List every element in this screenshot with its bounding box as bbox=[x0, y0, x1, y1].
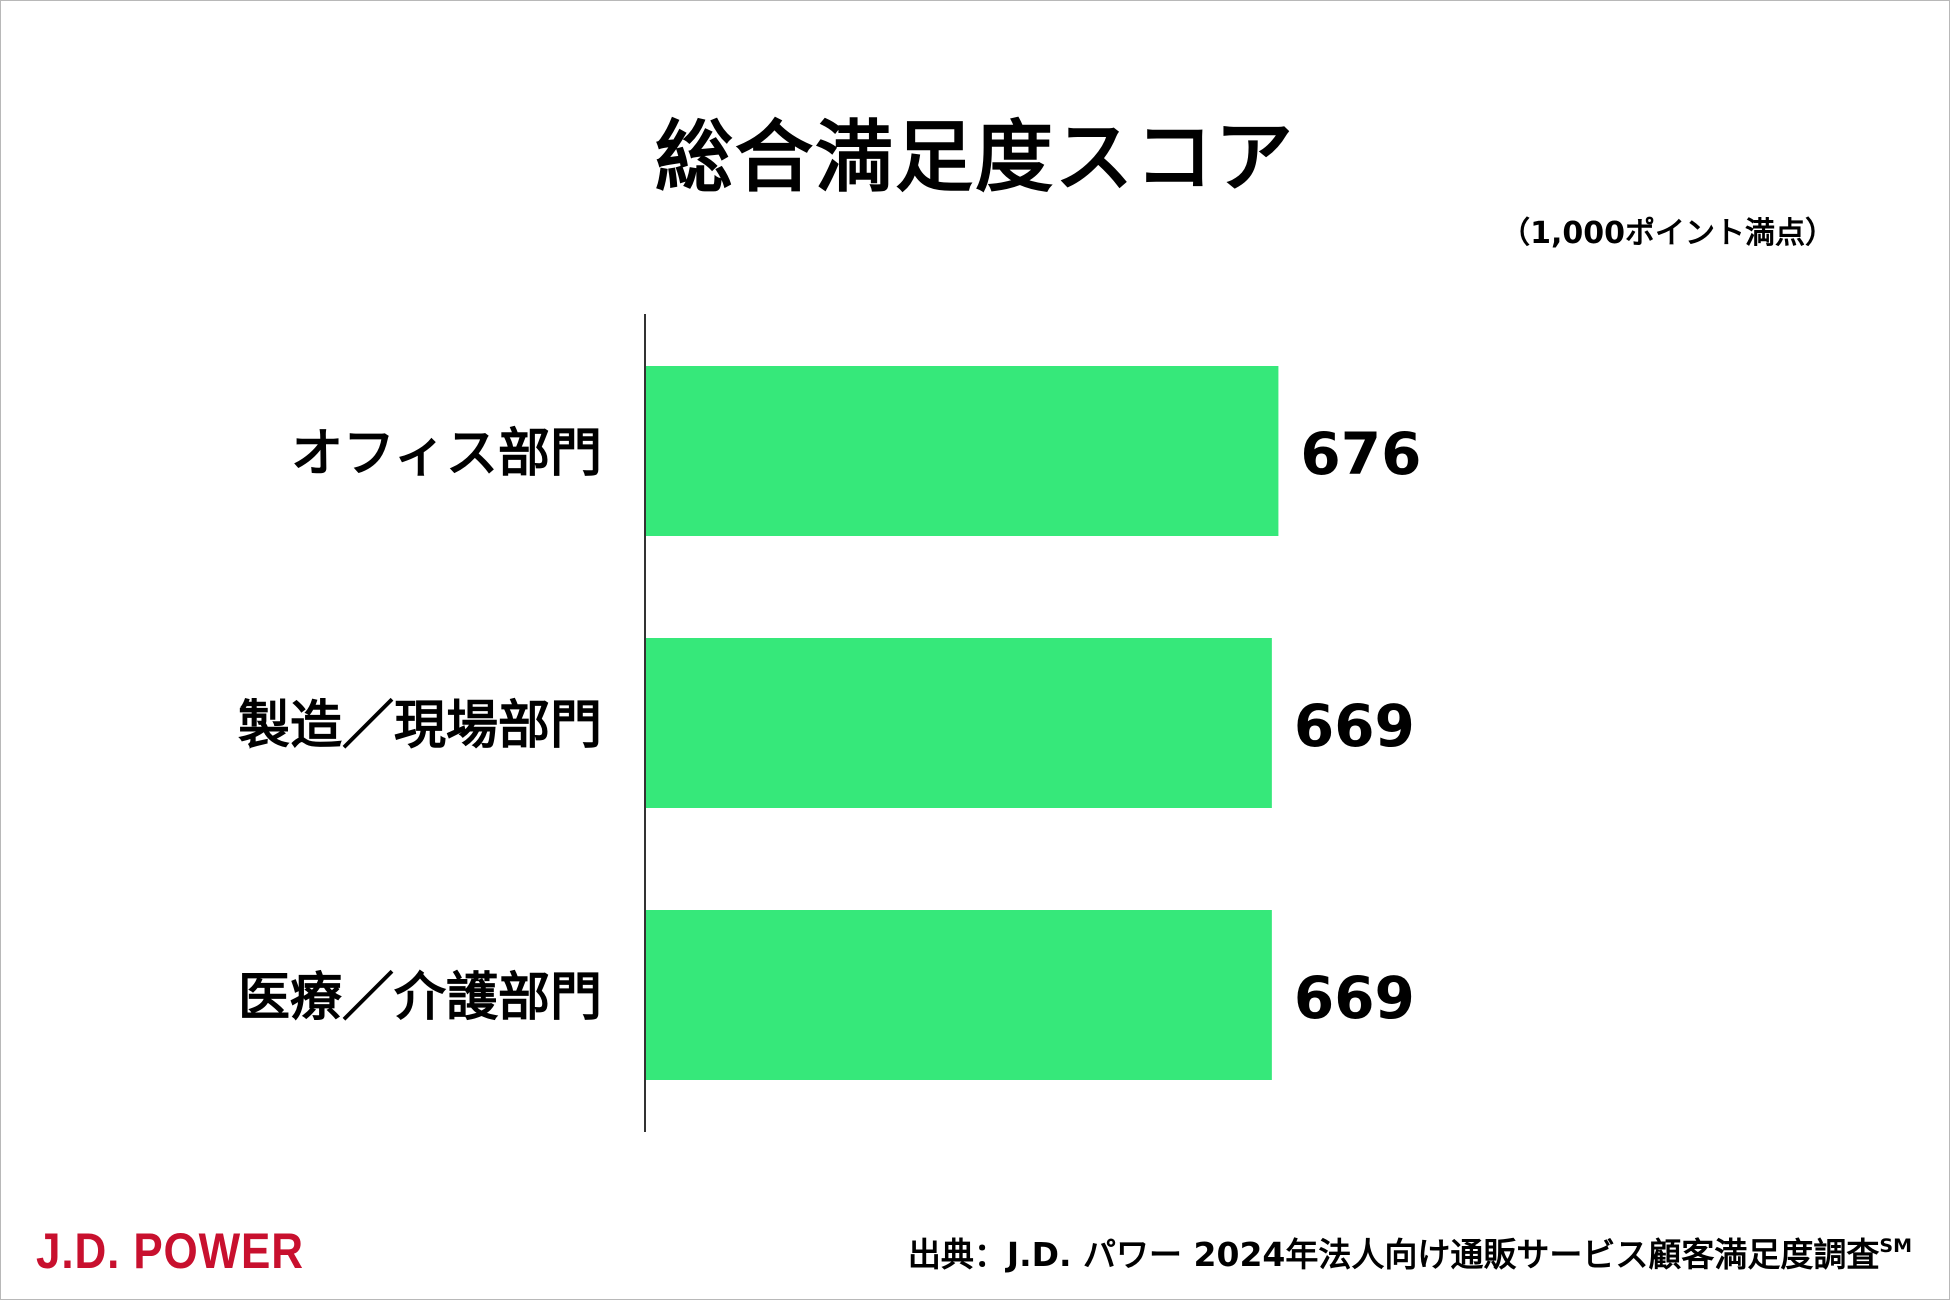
source-note: 出典：J.D. パワー 2024年法人向け通販サービス顧客満足度調査SM bbox=[908, 1228, 1912, 1276]
bar-2 bbox=[645, 638, 1272, 808]
bar-1 bbox=[645, 366, 1279, 536]
source-text: 出典：J.D. パワー 2024年法人向け通販サービス顧客満足度調査 bbox=[907, 1235, 1880, 1274]
unit-note: （1,000ポイント満点） bbox=[1500, 216, 1835, 251]
service-mark: SM bbox=[1879, 1235, 1912, 1257]
bar-3 bbox=[645, 910, 1272, 1080]
chart-title: 総合満足度スコア bbox=[654, 113, 1295, 203]
category-label-3: 医療／介護部門 bbox=[238, 968, 602, 1028]
value-label-3: 669 bbox=[1294, 964, 1415, 1032]
value-label-2: 669 bbox=[1294, 692, 1415, 760]
value-label-1: 676 bbox=[1300, 420, 1421, 488]
category-label-1: オフィス部門 bbox=[291, 424, 602, 484]
category-label-2: 製造／現場部門 bbox=[238, 696, 602, 756]
jd-power-logo: J.D. POWER bbox=[36, 1223, 304, 1279]
